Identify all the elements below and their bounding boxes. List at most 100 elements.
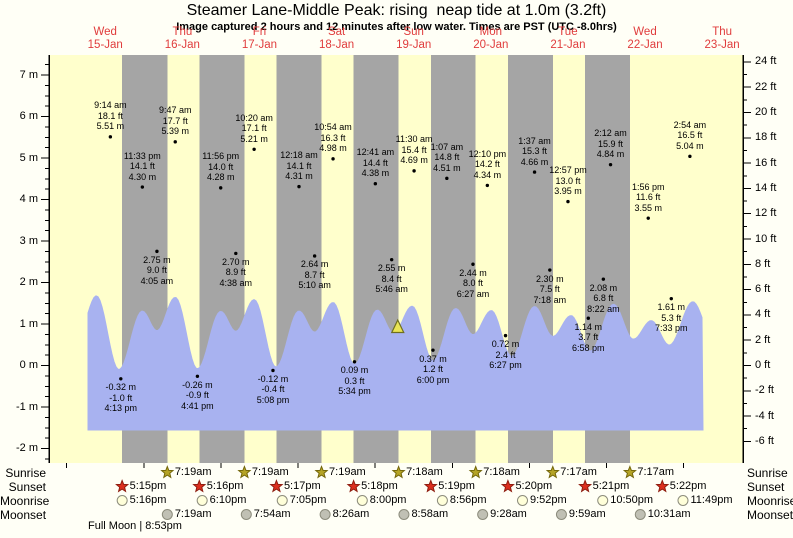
tide-annotation-line: 0.37 m xyxy=(419,353,447,364)
sunrise-row-label-left: Sunrise xyxy=(5,466,46,480)
tide-annotation-low: 0.37 m 1.2 ft 6:00 pm xyxy=(417,354,450,386)
tide-annotation-line: 17.7 ft xyxy=(162,115,188,126)
tide-extreme-dot xyxy=(195,374,200,378)
tide-annotation-high: 11:33 pm 14.1 ft 4.30 m xyxy=(124,151,161,183)
day-name: Thu xyxy=(712,26,733,38)
tide-annotation-low: -0.32 m -1.0 ft 4:13 pm xyxy=(105,382,138,414)
tide-extreme-dot xyxy=(312,254,317,258)
tide-annotation-line: 8.0 ft xyxy=(462,278,483,289)
moonset-time: 8:26am xyxy=(332,508,370,520)
day-label: Mon 20-Jan xyxy=(452,26,530,52)
tide-extreme-dot xyxy=(234,251,238,256)
day-name: Wed xyxy=(93,26,117,38)
tide-annotation-line: 4:38 am xyxy=(219,277,253,288)
sunrise-time: 7:19am xyxy=(329,466,366,478)
sunset-star-icon xyxy=(500,479,515,493)
tide-annotation-line: 15.4 ft xyxy=(401,144,427,155)
tide-annotation-line: -0.4 ft xyxy=(261,384,285,395)
meters-tick-label: 0 m xyxy=(19,359,38,371)
sunset-star-icon xyxy=(269,479,284,493)
day-label: Thu 23-Jan xyxy=(683,26,761,52)
tide-extreme-dot xyxy=(471,262,475,266)
tide-annotation-line: 11:33 pm xyxy=(123,150,161,161)
day-name: Wed xyxy=(633,26,657,38)
tide-annotation-line: 0.09 m xyxy=(340,365,369,376)
tide-extreme-dot xyxy=(297,184,301,189)
tide-annotation-high: 1:56 pm 11.6 ft 3.55 m xyxy=(632,182,665,214)
day-date: 23-Jan xyxy=(704,39,740,51)
day-date: 22-Jan xyxy=(627,39,663,51)
tide-extreme-dot xyxy=(532,170,537,174)
tide-annotation-line: 15.9 ft xyxy=(598,138,624,149)
tide-annotation-line: 2.55 m xyxy=(377,263,406,274)
tide-annotation-line: 18.1 ft xyxy=(97,110,123,121)
sunrise-star-icon xyxy=(622,465,637,479)
sunset-time: 5:16pm xyxy=(206,480,244,492)
tide-annotation-line: 14.4 ft xyxy=(362,157,388,168)
tide-annotation-low: -0.26 m -0.9 ft 4:41 pm xyxy=(181,380,214,412)
moonrise-time: 9:52pm xyxy=(530,494,567,506)
tide-annotation-high: 11:30 am 15.4 ft 4.69 m xyxy=(396,134,433,166)
tide-annotation-high: 12:18 am 14.1 ft 4.31 m xyxy=(280,150,318,182)
tide-annotation-line: 14.0 ft xyxy=(208,161,234,172)
tide-annotation-line: 4:05 am xyxy=(140,275,174,286)
sunset-star-icon xyxy=(346,479,361,493)
feet-tick-label: 18 ft xyxy=(755,131,777,144)
moonset-row-label-right: Moonset xyxy=(747,508,793,522)
tide-annotation-line: 1:37 am xyxy=(518,135,551,146)
day-date: 19-Jan xyxy=(396,39,432,51)
tide-annotation-line: 6:27 pm xyxy=(489,360,522,371)
tide-annotation-line: 4.38 m xyxy=(361,168,390,179)
tide-annotation-line: 16.5 ft xyxy=(677,130,703,141)
tide-annotation-low: 0.72 m 2.4 ft 6:27 pm xyxy=(489,339,522,371)
moonrise-circle-icon xyxy=(116,495,128,506)
tide-annotation-line: 5:08 pm xyxy=(256,394,290,405)
tide-annotation-high: 2:54 am 16.5 ft 5.04 m xyxy=(674,120,707,152)
day-label: Tue 21-Jan xyxy=(529,26,607,52)
tide-extreme-dot xyxy=(445,176,449,181)
tide-annotation-line: 11:30 am xyxy=(395,134,433,145)
tide-annotation-low: 2.08 m 6.8 ft 8:22 am xyxy=(587,283,620,315)
moonrise-time: 10:50pm xyxy=(610,494,654,506)
tide-annotation-high: 9:47 am 17.7 ft 5.39 m xyxy=(159,105,192,137)
tide-extreme-dot xyxy=(485,183,490,188)
feet-tick-label: 20 ft xyxy=(755,106,777,118)
tide-annotation-line: 9:47 am xyxy=(158,105,192,116)
tide-extreme-dot xyxy=(108,135,113,139)
moonrise-time: 5:16pm xyxy=(129,494,167,506)
day-date: 15-Jan xyxy=(87,39,123,51)
tide-annotation-low: -0.12 m -0.4 ft 5:08 pm xyxy=(257,374,290,406)
tide-annotation-line: 2:54 am xyxy=(673,119,707,130)
tide-annotation-high: 1:37 am 15.3 ft 4.66 m xyxy=(518,136,551,168)
tide-annotation-line: 1.14 m xyxy=(574,321,603,332)
tide-annotation-line: 12:18 am xyxy=(280,150,318,161)
tide-extreme-dot xyxy=(173,140,177,144)
moonrise-circle-icon xyxy=(356,495,368,506)
moonset-circle-icon xyxy=(477,509,489,520)
tide-annotation-line: -0.26 m xyxy=(182,379,213,390)
day-name: Tue xyxy=(558,26,578,38)
tide-annotation-line: 2.30 m xyxy=(536,273,564,284)
moonset-time: 7:19am xyxy=(174,508,212,520)
feet-tick-label: 0 ft xyxy=(755,359,771,371)
tide-extreme-dot xyxy=(566,199,570,204)
tide-annotation-line: 2.75 m xyxy=(143,254,171,265)
tide-annotation-line: 9.0 ft xyxy=(146,265,167,276)
tide-annotation-line: 14.1 ft xyxy=(129,161,155,172)
tide-extreme-dot xyxy=(503,333,508,338)
tide-annotation-line: -0.9 ft xyxy=(185,390,209,401)
moonrise-circle-icon xyxy=(517,495,529,506)
feet-tick-label: 10 ft xyxy=(755,232,777,245)
day-label: Sun 19-Jan xyxy=(375,26,453,52)
tide-annotation-high: 12:57 pm 13.0 ft 3.95 m xyxy=(549,165,587,197)
chart-title: Steamer Lane-Middle Peak: rising neap ti… xyxy=(186,2,607,19)
tide-annotation-line: 7:18 am xyxy=(533,294,567,305)
tide-annotation-line: -0.12 m xyxy=(257,373,289,384)
feet-tick-label: 12 ft xyxy=(755,207,777,220)
feet-tick-label: 2 ft xyxy=(755,333,771,346)
moonset-circle-icon xyxy=(319,509,331,520)
sunset-star-icon xyxy=(192,479,207,493)
tide-annotation-line: 7:33 pm xyxy=(655,323,688,334)
tide-annotation-high: 1:07 am 14.8 ft 4.51 m xyxy=(431,142,464,174)
tide-extreme-dot xyxy=(140,185,145,189)
